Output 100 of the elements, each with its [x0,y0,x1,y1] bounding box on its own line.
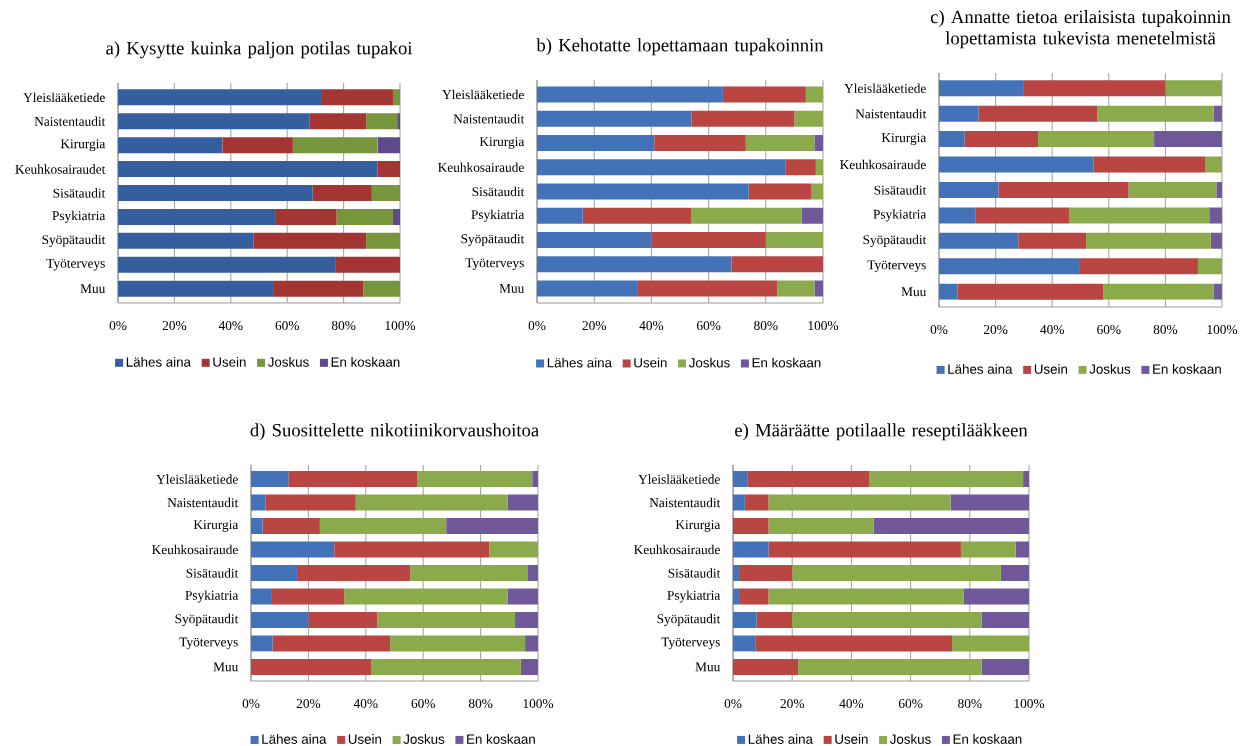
bar [118,280,274,297]
bar [733,658,799,675]
bar [811,183,823,200]
y-tick-label: Syöpätaudit [175,613,239,627]
bar [366,232,401,249]
y-tick-label: Keuhkosairaude [438,162,524,172]
y-tick-label: Kirurgia [193,520,239,532]
x-tick-label: 40% [1040,325,1064,335]
y-tick-label: Sisätaudit [472,186,525,197]
bar [733,494,745,511]
bar [334,541,490,558]
chart-title: c) Annatte tietoa erilaisista tupakoinnin lopettamista tukevista menetelmistä [930,10,1231,49]
bar [1093,156,1206,173]
bar [537,280,638,297]
x-tick-label: 60% [1097,325,1121,335]
x-tick-label: 100% [523,699,554,709]
bar [118,184,313,201]
bar [1069,207,1210,224]
y-tick-label: Muu [80,284,106,294]
bar [251,541,335,558]
bar [815,159,823,176]
x-tick-label: 100% [1207,325,1238,335]
bar [939,283,958,300]
bar [251,494,266,511]
chart-title: e) Määräätte potilaalle reseptilääkkeen [735,423,1028,441]
y-tick-label: Työterveys [661,637,720,650]
bar [336,208,393,225]
y-tick-label: Syöpätaudit [863,234,927,247]
y-tick-label: Yleislääketiede [156,474,238,484]
y-tick-label: Naistentaudit [167,497,239,508]
bar [1023,471,1029,488]
legend-label: En koskaan [331,356,400,367]
y-tick-label: Psykiatria [185,590,239,603]
bar [964,131,1039,148]
bar [792,564,1001,581]
bar [748,183,812,200]
bar [335,256,401,273]
bar [998,181,1129,198]
bar [792,611,982,628]
bar [537,256,732,273]
chart-title: a) Kysytte kuinka paljon potilas tupakoi [106,41,413,59]
legend-label: Joskus [403,734,445,744]
bar [869,471,1024,488]
bar [251,611,309,628]
x-tick-label: 100% [1014,699,1045,709]
y-tick-label: Yleislääketiede [442,89,524,100]
y-tick-label: Keuhkosairaude [152,544,238,555]
bar [747,471,870,488]
bar [537,86,723,103]
bar [768,494,951,511]
legend-label: En koskaan [953,734,1022,744]
bar [738,564,793,581]
bar [392,89,401,106]
x-tick-label: 20% [162,321,187,331]
bar [960,541,1016,558]
bar [1103,283,1214,300]
y-tick-label: Muu [213,662,239,672]
y-tick-label: Keuhkosairaude [634,544,720,555]
bar [363,280,401,297]
bar [390,635,526,652]
bar [814,135,823,152]
y-tick-label: Psykiatria [471,209,525,222]
y-tick-label: Naistentaudit [855,108,927,119]
bar [975,207,1070,224]
y-tick-label: Naistentaudit [34,116,106,126]
bar [1023,80,1166,97]
bar [978,105,1098,122]
y-tick-label: Yleislääketiede [844,83,926,93]
bar [939,258,1080,275]
bar [118,137,223,154]
bar [745,135,815,152]
y-tick-label: Työterveys [179,637,238,650]
bar [118,232,254,249]
bar [251,658,372,675]
x-tick-label: 0% [109,321,127,331]
bar [798,658,982,675]
chart-title: b) Kehotatte lopettamaan tupakoinnin [536,38,824,56]
y-tick-label: Sisätaudit [874,185,927,195]
y-tick-label: Yleislääketiede [23,92,105,103]
y-tick-label: Kirurgia [675,520,721,532]
x-tick-label: 0% [724,699,742,709]
bar [118,89,322,106]
legend-label: Joskus [267,356,309,367]
bar [272,635,391,652]
bar [537,110,692,127]
bar [981,658,1029,675]
bar [1210,232,1222,249]
y-tick-label: Työterveys [46,258,105,271]
bar [397,113,401,130]
bar [939,80,1024,97]
legend-label: Joskus [889,734,931,744]
bar [371,658,521,675]
bar [1000,564,1029,581]
bar [950,494,1029,511]
y-tick-label: Sisätaudit [668,568,721,578]
bar [1205,156,1222,173]
y-tick-label: Keuhkosairaudet [15,164,106,174]
legend-label: Usein [1034,364,1068,374]
bar [957,283,1104,300]
y-tick-label: Kirurgia [881,133,927,145]
